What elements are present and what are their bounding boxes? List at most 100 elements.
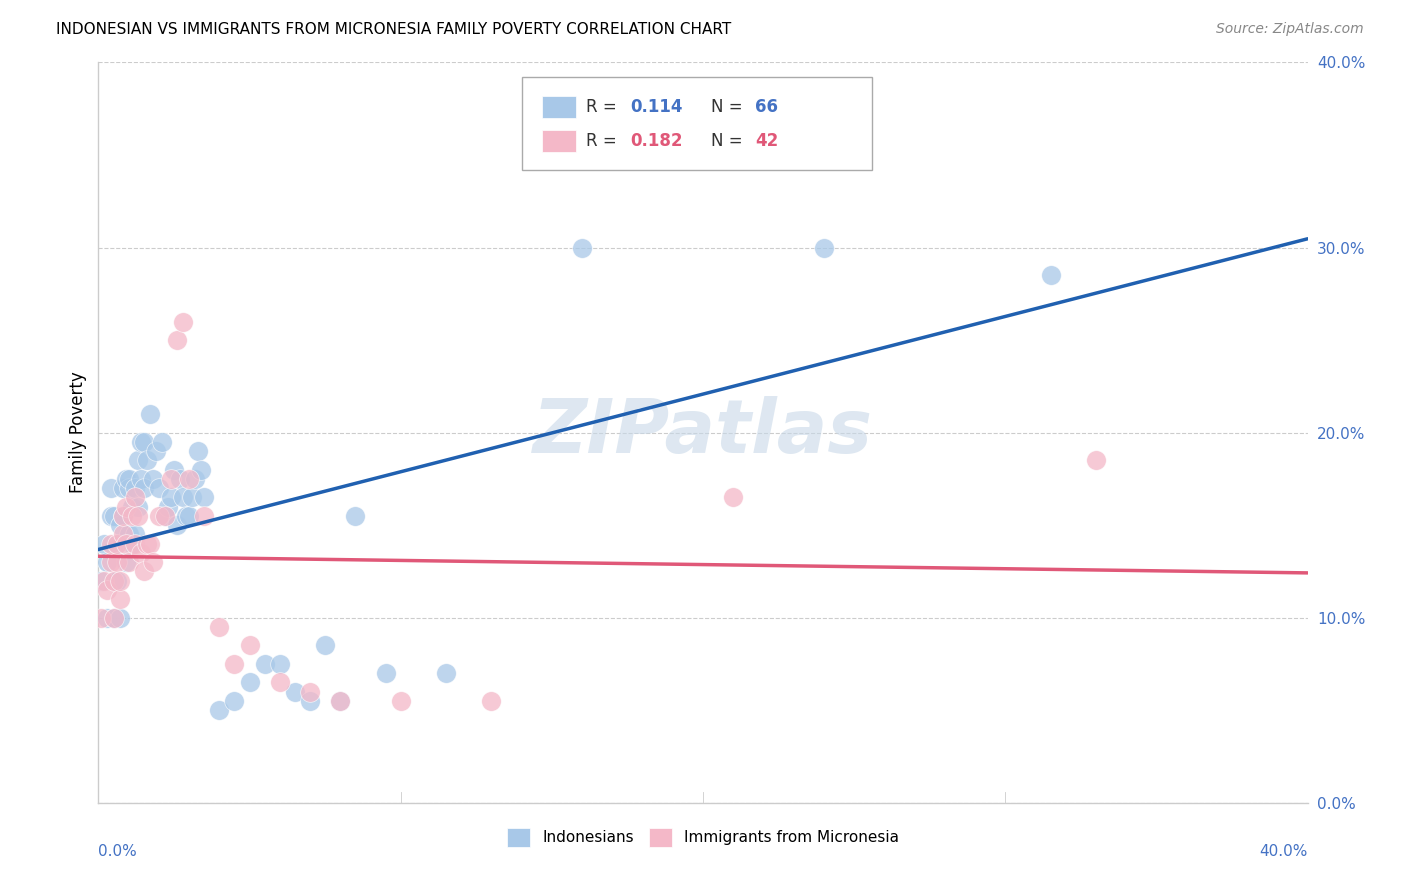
- Point: [374, 666, 396, 681]
- Point: [135, 536, 157, 550]
- Point: [103, 610, 125, 624]
- Text: INDONESIAN VS IMMIGRANTS FROM MICRONESIA FAMILY POVERTY CORRELATION CHART: INDONESIAN VS IMMIGRANTS FROM MICRONESIA…: [56, 22, 731, 37]
- Point: [142, 555, 165, 569]
- Text: 0.114: 0.114: [630, 98, 683, 116]
- Point: [93, 574, 115, 588]
- Point: [389, 694, 412, 708]
- Text: 66: 66: [755, 98, 778, 116]
- Point: [148, 481, 170, 495]
- Point: [166, 333, 188, 347]
- Point: [132, 565, 155, 579]
- Point: [100, 555, 122, 569]
- Point: [96, 582, 118, 597]
- Point: [166, 518, 188, 533]
- Text: 0.182: 0.182: [630, 132, 683, 150]
- Point: [111, 527, 134, 541]
- Point: [135, 453, 157, 467]
- Point: [129, 472, 152, 486]
- Text: Source: ZipAtlas.com: Source: ZipAtlas.com: [1216, 22, 1364, 37]
- Text: ZIPatlas: ZIPatlas: [533, 396, 873, 469]
- Point: [153, 508, 176, 523]
- Point: [190, 462, 212, 476]
- Point: [139, 407, 162, 421]
- Point: [127, 500, 149, 514]
- Point: [434, 666, 457, 681]
- Point: [124, 536, 146, 550]
- Point: [1085, 453, 1108, 467]
- Y-axis label: Family Poverty: Family Poverty: [69, 372, 87, 493]
- Point: [103, 508, 125, 523]
- FancyBboxPatch shape: [543, 95, 576, 118]
- Point: [299, 685, 322, 699]
- Point: [813, 240, 835, 255]
- Point: [179, 472, 201, 486]
- Point: [118, 527, 141, 541]
- FancyBboxPatch shape: [522, 78, 872, 169]
- Point: [124, 527, 146, 541]
- Point: [239, 675, 262, 690]
- Point: [108, 610, 131, 624]
- Point: [132, 481, 155, 495]
- Point: [299, 694, 322, 708]
- Point: [90, 574, 112, 588]
- Point: [163, 462, 186, 476]
- Point: [253, 657, 276, 671]
- Point: [100, 536, 122, 550]
- Point: [481, 694, 503, 708]
- Text: R =: R =: [586, 98, 621, 116]
- Point: [108, 574, 131, 588]
- Point: [172, 314, 194, 328]
- Point: [142, 472, 165, 486]
- Point: [90, 610, 112, 624]
- Point: [169, 472, 191, 486]
- Point: [121, 508, 143, 523]
- Point: [111, 508, 134, 523]
- Point: [160, 491, 183, 505]
- Point: [103, 610, 125, 624]
- Point: [661, 138, 683, 153]
- Point: [208, 620, 231, 634]
- Point: [121, 500, 143, 514]
- Point: [224, 657, 246, 671]
- Text: R =: R =: [586, 132, 621, 150]
- FancyBboxPatch shape: [543, 130, 576, 152]
- Point: [114, 536, 136, 550]
- Text: N =: N =: [711, 98, 748, 116]
- Point: [96, 555, 118, 569]
- Point: [148, 508, 170, 523]
- Point: [1039, 268, 1062, 283]
- Point: [124, 481, 146, 495]
- Point: [100, 508, 122, 523]
- Point: [187, 444, 209, 458]
- Point: [179, 508, 201, 523]
- Text: 40.0%: 40.0%: [1260, 844, 1308, 858]
- Point: [184, 472, 207, 486]
- Point: [127, 453, 149, 467]
- Point: [132, 434, 155, 449]
- Legend: Indonesians, Immigrants from Micronesia: Indonesians, Immigrants from Micronesia: [499, 821, 907, 855]
- Point: [269, 675, 291, 690]
- Point: [344, 508, 367, 523]
- Text: N =: N =: [711, 132, 748, 150]
- Point: [105, 574, 128, 588]
- Point: [118, 555, 141, 569]
- Point: [127, 508, 149, 523]
- Text: 0.0%: 0.0%: [98, 844, 138, 858]
- Point: [329, 694, 352, 708]
- Point: [224, 694, 246, 708]
- Point: [723, 491, 745, 505]
- Point: [150, 434, 173, 449]
- Point: [153, 508, 176, 523]
- Point: [118, 472, 141, 486]
- Point: [193, 508, 215, 523]
- Point: [160, 472, 183, 486]
- Point: [156, 500, 179, 514]
- Point: [100, 481, 122, 495]
- Point: [121, 536, 143, 550]
- Point: [105, 536, 128, 550]
- Point: [93, 536, 115, 550]
- Point: [172, 491, 194, 505]
- Point: [114, 500, 136, 514]
- Point: [96, 610, 118, 624]
- Point: [108, 592, 131, 607]
